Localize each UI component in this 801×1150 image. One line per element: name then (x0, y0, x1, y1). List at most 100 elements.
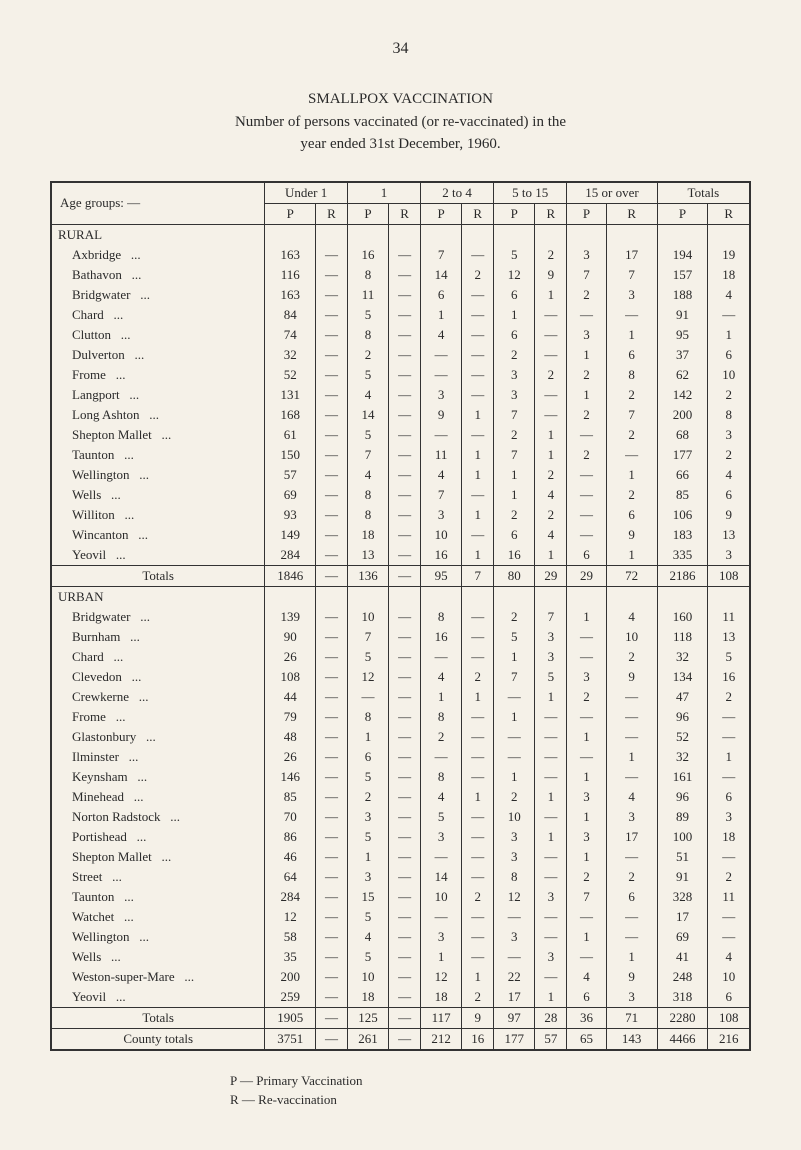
cell: 1 (567, 767, 606, 787)
cell: 85 (265, 787, 316, 807)
rural-totals-row: Totals 1846— 136— 957 8029 2972 2186108 (51, 565, 750, 586)
cell: 335 (657, 545, 708, 566)
cell: — (389, 747, 421, 767)
table-row: Bridgwater ... 139— 10— 8— 27 14 16011 (51, 607, 750, 627)
cell: 5 (421, 807, 462, 827)
cell: 11 (421, 445, 462, 465)
cell: — (316, 265, 348, 285)
cell: 16 (421, 627, 462, 647)
row-label: Taunton ... (51, 445, 265, 465)
cell: 8 (421, 607, 462, 627)
cell: 188 (657, 285, 708, 305)
cell: 2 (606, 385, 657, 405)
title-block: SMALLPOX VACCINATION Number of persons v… (50, 88, 751, 156)
cell: — (316, 847, 348, 867)
cell: 160 (657, 607, 708, 627)
cell: 32 (657, 747, 708, 767)
cell: — (421, 365, 462, 385)
cell: 58 (265, 927, 316, 947)
cell: 52 (657, 727, 708, 747)
cell: — (389, 847, 421, 867)
cell: — (567, 425, 606, 445)
cell: 96 (657, 787, 708, 807)
cell: 2 (494, 505, 535, 525)
cell: — (535, 847, 567, 867)
table-row: Chard ... 26— 5— —— 13 —2 325 (51, 647, 750, 667)
cell: 3 (494, 827, 535, 847)
cell: 3 (606, 807, 657, 827)
cell: 2 (708, 867, 750, 887)
cell: 146 (265, 767, 316, 787)
cell: — (316, 647, 348, 667)
cell: — (389, 325, 421, 345)
section-rural: RURAL (51, 224, 265, 245)
cell: 2 (494, 787, 535, 807)
cell: 10 (347, 607, 388, 627)
cell: 3 (347, 867, 388, 887)
cell: 8 (494, 867, 535, 887)
cell: 14 (421, 867, 462, 887)
cell: — (389, 907, 421, 927)
cell: 177 (657, 445, 708, 465)
row-label: Bridgwater ... (51, 607, 265, 627)
cell: 2 (494, 425, 535, 445)
sub-r: R (389, 203, 421, 224)
cell: 4 (606, 607, 657, 627)
cell: — (316, 787, 348, 807)
cell: 3 (708, 545, 750, 566)
table-row: Bridgwater ... 163— 11— 6— 61 23 1884 (51, 285, 750, 305)
cell: 1 (462, 445, 494, 465)
cell: 3 (421, 385, 462, 405)
sub-p: P (494, 203, 535, 224)
cell: 2 (567, 445, 606, 465)
table-row: Glastonbury ... 48— 1— 2— —— 1— 52— (51, 727, 750, 747)
table-row: Dulverton ... 32— 2— —— 2— 16 376 (51, 345, 750, 365)
cell: 157 (657, 265, 708, 285)
cell: — (567, 305, 606, 325)
cell: — (462, 947, 494, 967)
cell: — (462, 907, 494, 927)
cell: 89 (657, 807, 708, 827)
cell: — (316, 947, 348, 967)
cell: — (389, 345, 421, 365)
header-2-4: 2 to 4 (421, 182, 494, 204)
cell: 1 (535, 987, 567, 1008)
cell: — (389, 425, 421, 445)
sub-p: P (657, 203, 708, 224)
cell: 2 (494, 607, 535, 627)
cell: 41 (657, 947, 708, 967)
cell: — (462, 727, 494, 747)
row-label: Portishead ... (51, 827, 265, 847)
table-row: Yeovil ... 284— 13— 161 161 61 3353 (51, 545, 750, 566)
cell: 4 (535, 485, 567, 505)
cell: 74 (265, 325, 316, 345)
row-label: Glastonbury ... (51, 727, 265, 747)
cell: 1 (535, 285, 567, 305)
table-row: Axbridge ... 163— 16— 7— 52 317 19419 (51, 245, 750, 265)
cell: — (567, 707, 606, 727)
cell: — (462, 525, 494, 545)
cell: 10 (708, 967, 750, 987)
cell: 2 (567, 365, 606, 385)
header-under-1: Under 1 (265, 182, 348, 204)
cell: 116 (265, 265, 316, 285)
cell: 1 (567, 927, 606, 947)
cell: 3 (535, 887, 567, 907)
cell: 17 (657, 907, 708, 927)
cell: 7 (606, 265, 657, 285)
cell: 4 (535, 525, 567, 545)
cell: 48 (265, 727, 316, 747)
cell: — (389, 365, 421, 385)
cell: — (316, 987, 348, 1008)
cell: 2 (347, 787, 388, 807)
table-row: Weston-super-Mare ... 200— 10— 121 22— 4… (51, 967, 750, 987)
cell: 18 (347, 987, 388, 1008)
cell: 46 (265, 847, 316, 867)
cell: 118 (657, 627, 708, 647)
row-label: Yeovil ... (51, 987, 265, 1008)
cell: 3 (494, 847, 535, 867)
cell: — (535, 747, 567, 767)
cell: 91 (657, 867, 708, 887)
cell: 64 (265, 867, 316, 887)
cell: 4 (347, 385, 388, 405)
